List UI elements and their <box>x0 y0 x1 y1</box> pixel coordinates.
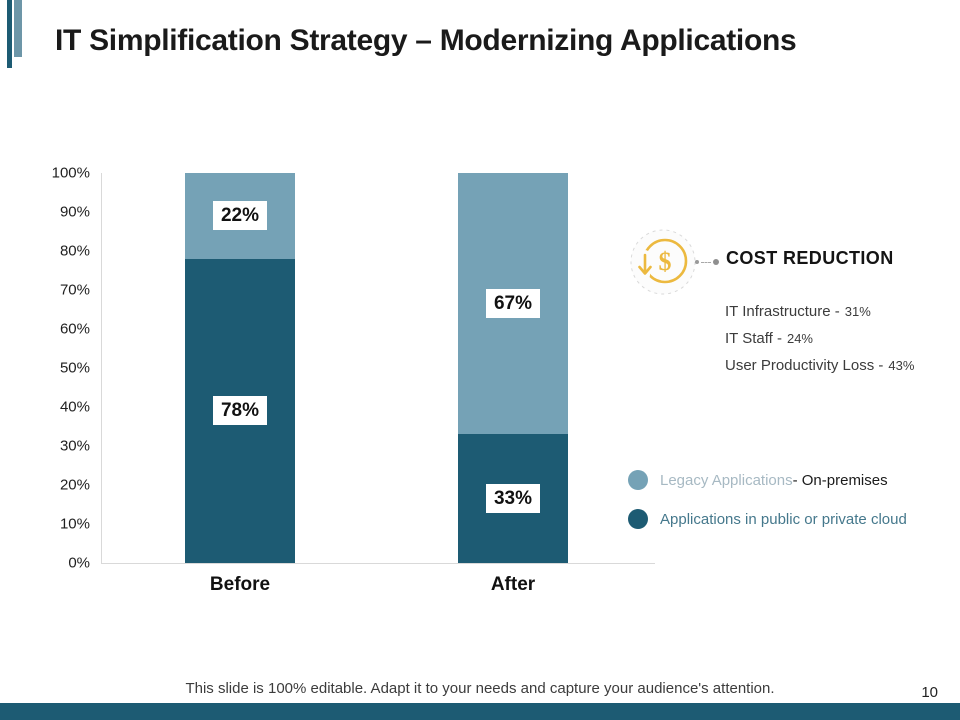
x-axis-line <box>101 563 655 564</box>
legend-label-suffix: - On-premises <box>792 471 888 489</box>
y-tick-label: 70% <box>59 281 90 299</box>
connector-dot-large <box>713 259 719 265</box>
bar-value-label: 67% <box>485 289 541 319</box>
y-tick-label: 20% <box>59 476 90 494</box>
legend-swatch-icon <box>628 470 648 490</box>
y-tick-label: 80% <box>59 242 90 260</box>
cost-reduction-item: IT Staff - 24% <box>725 330 914 357</box>
y-axis-line <box>101 173 102 563</box>
page-title: IT Simplification Strategy – Modernizing… <box>55 24 797 57</box>
bar-segment: 33% <box>458 434 568 563</box>
legend-swatch-icon <box>628 509 648 529</box>
y-tick-label: 50% <box>59 359 90 377</box>
stacked-bar-before: 78% 22% <box>185 173 295 563</box>
cost-reduction-list: IT Infrastructure - 31% IT Staff - 24% User … <box>725 303 914 384</box>
y-tick-label: 100% <box>51 164 90 182</box>
y-tick-label: 30% <box>59 437 90 455</box>
y-tick-label: 90% <box>59 203 90 221</box>
cost-reduction-item: IT Infrastructure - 31% <box>725 303 914 330</box>
dollar-decrease-icon: $ <box>630 229 696 295</box>
icon-connector-line <box>695 258 719 266</box>
chart-legend: Legacy Applications - On-premises Applica… <box>628 468 907 546</box>
stacked-bar-after: 33% 67% <box>458 173 568 563</box>
legend-row: Applications in public or private cloud <box>628 507 907 531</box>
y-axis-tick-labels: 0% 10% 20% 30% 40% 50% 60% 70% 80% 90% 100% <box>40 165 90 572</box>
cost-item-label: User Productivity Loss - <box>725 357 884 374</box>
cost-item-value: 31% <box>844 304 871 319</box>
bar-value-label: 33% <box>485 484 541 514</box>
bar-segment: 78% <box>185 258 295 563</box>
y-tick-label: 60% <box>59 320 90 338</box>
legend-label: Legacy Applications <box>660 471 793 489</box>
y-tick-label: 10% <box>59 515 90 533</box>
page-number: 10 <box>921 684 938 701</box>
cost-item-label: IT Staff - <box>725 330 782 347</box>
connector-dash <box>701 261 711 263</box>
bar-value-label: 78% <box>212 396 268 426</box>
cost-reduction-item: User Productivity Loss - 43% <box>725 357 914 384</box>
cost-item-value: 24% <box>786 331 813 346</box>
y-tick-label: 0% <box>68 554 90 572</box>
title-accent-bar-light <box>14 0 22 57</box>
cost-item-value: 43% <box>888 358 915 373</box>
legend-label: Applications in public or private cloud <box>660 510 907 528</box>
cost-item-label: IT Infrastructure - <box>725 303 840 320</box>
bar-segment: 67% <box>458 173 568 435</box>
bottom-accent-bar <box>0 703 960 720</box>
svg-text:$: $ <box>659 247 672 276</box>
x-category-label: After <box>490 574 536 595</box>
stacked-bar-chart: 0% 10% 20% 30% 40% 50% 60% 70% 80% 90% 100% 78% 22%… <box>52 165 655 595</box>
x-category-label: Before <box>209 574 271 595</box>
legend-row: Legacy Applications - On-premises <box>628 468 907 492</box>
title-accent-bar-dark <box>7 0 12 68</box>
cost-reduction-heading: COST REDUCTION <box>726 248 894 268</box>
bar-value-label: 22% <box>212 201 268 231</box>
connector-dot-small <box>695 260 699 264</box>
bar-segment: 22% <box>185 173 295 259</box>
footer-note: This slide is 100% editable. Adapt it to… <box>185 680 775 697</box>
y-tick-label: 40% <box>59 398 90 416</box>
